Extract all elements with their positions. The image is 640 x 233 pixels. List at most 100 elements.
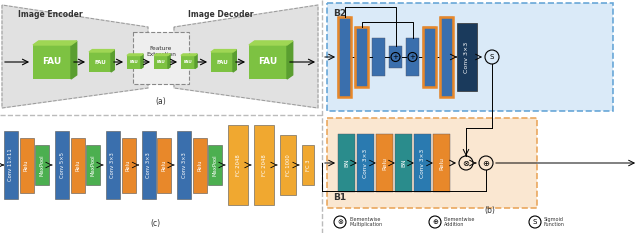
Polygon shape: [2, 5, 148, 108]
Polygon shape: [127, 54, 143, 55]
Text: S: S: [533, 219, 537, 225]
Text: Elementwise
Multiplication: Elementwise Multiplication: [349, 217, 382, 227]
Bar: [423, 27, 436, 87]
Text: Relu: Relu: [75, 159, 80, 171]
Text: ⊕: ⊕: [432, 219, 438, 225]
Text: Relu: Relu: [197, 159, 202, 171]
Text: Image Encoder: Image Encoder: [18, 10, 83, 19]
Bar: [55, 131, 69, 199]
Text: FC 3: FC 3: [305, 159, 310, 171]
Text: (a): (a): [156, 97, 166, 106]
Bar: [376, 134, 393, 192]
Polygon shape: [287, 41, 292, 79]
Text: ⊗: ⊗: [337, 219, 343, 225]
Text: FC 1000: FC 1000: [285, 154, 291, 176]
Text: FAU: FAU: [157, 60, 165, 64]
Bar: [133, 32, 189, 84]
Bar: [357, 134, 374, 192]
Text: Conv 3×3: Conv 3×3: [465, 41, 470, 73]
Polygon shape: [141, 54, 143, 69]
Bar: [338, 17, 351, 97]
Text: FC 2048: FC 2048: [262, 154, 266, 176]
Text: FAU: FAU: [259, 58, 278, 66]
Bar: [122, 137, 136, 192]
Text: Relu: Relu: [439, 157, 444, 169]
Bar: [106, 131, 120, 199]
Polygon shape: [33, 41, 77, 45]
Bar: [327, 118, 537, 208]
Bar: [141, 131, 156, 199]
Bar: [33, 45, 71, 79]
Polygon shape: [233, 50, 236, 72]
Bar: [4, 131, 18, 199]
Bar: [181, 55, 195, 69]
Text: Sigmoid
Function: Sigmoid Function: [544, 217, 565, 227]
Bar: [338, 134, 355, 192]
Text: +: +: [410, 54, 415, 60]
Text: Relu: Relu: [24, 159, 29, 171]
Text: MaxPool: MaxPool: [212, 154, 218, 176]
Text: Conv 11×11: Conv 11×11: [8, 149, 13, 181]
Polygon shape: [89, 50, 115, 52]
Bar: [127, 55, 141, 69]
Polygon shape: [249, 41, 292, 45]
Bar: [423, 27, 436, 87]
Text: +: +: [392, 54, 399, 60]
Bar: [338, 17, 351, 97]
Bar: [177, 131, 191, 199]
Text: FAU: FAU: [184, 60, 193, 64]
Text: FAU: FAU: [42, 58, 61, 66]
Bar: [440, 17, 453, 97]
Bar: [372, 38, 385, 76]
Polygon shape: [181, 54, 197, 55]
Bar: [157, 137, 171, 192]
Text: S: S: [490, 54, 494, 60]
Text: Feature
Extraction: Feature Extraction: [146, 46, 176, 57]
Bar: [406, 38, 419, 76]
Bar: [327, 3, 613, 111]
Bar: [86, 145, 100, 185]
Bar: [211, 52, 233, 72]
Text: Conv 3×3: Conv 3×3: [363, 148, 368, 178]
Text: FC 2048: FC 2048: [236, 154, 241, 176]
Bar: [19, 137, 33, 192]
Polygon shape: [195, 54, 197, 69]
Bar: [355, 27, 368, 87]
Text: Relu: Relu: [126, 159, 131, 171]
Bar: [228, 125, 248, 205]
Polygon shape: [174, 5, 318, 108]
Text: BN: BN: [344, 159, 349, 167]
Bar: [433, 134, 450, 192]
Text: Conv 3×3: Conv 3×3: [111, 152, 115, 178]
Bar: [154, 55, 168, 69]
Bar: [355, 27, 368, 87]
Text: (b): (b): [484, 206, 495, 215]
Polygon shape: [168, 54, 170, 69]
Polygon shape: [111, 50, 115, 72]
Text: B2: B2: [333, 9, 346, 18]
Bar: [414, 134, 431, 192]
Text: FAU: FAU: [94, 59, 106, 65]
Text: Conv 3×3: Conv 3×3: [420, 148, 425, 178]
Text: FAU: FAU: [216, 59, 228, 65]
Bar: [389, 46, 402, 68]
Bar: [249, 45, 287, 79]
Text: Conv 5×5: Conv 5×5: [60, 152, 65, 178]
Text: Relu: Relu: [161, 159, 166, 171]
Text: MaxPool: MaxPool: [90, 154, 95, 176]
Text: B1: B1: [333, 193, 346, 202]
Polygon shape: [211, 50, 236, 52]
Text: FAU: FAU: [130, 60, 138, 64]
Bar: [254, 125, 274, 205]
Text: Conv 3×3: Conv 3×3: [182, 152, 186, 178]
Text: Image Decoder: Image Decoder: [188, 10, 253, 19]
Text: (c): (c): [150, 219, 160, 228]
Bar: [440, 17, 453, 97]
Bar: [70, 137, 84, 192]
Bar: [457, 23, 477, 91]
Bar: [35, 145, 49, 185]
Bar: [302, 145, 314, 185]
Text: Conv 3×3: Conv 3×3: [146, 152, 151, 178]
Bar: [280, 135, 296, 195]
Text: MaxPool: MaxPool: [40, 154, 45, 176]
